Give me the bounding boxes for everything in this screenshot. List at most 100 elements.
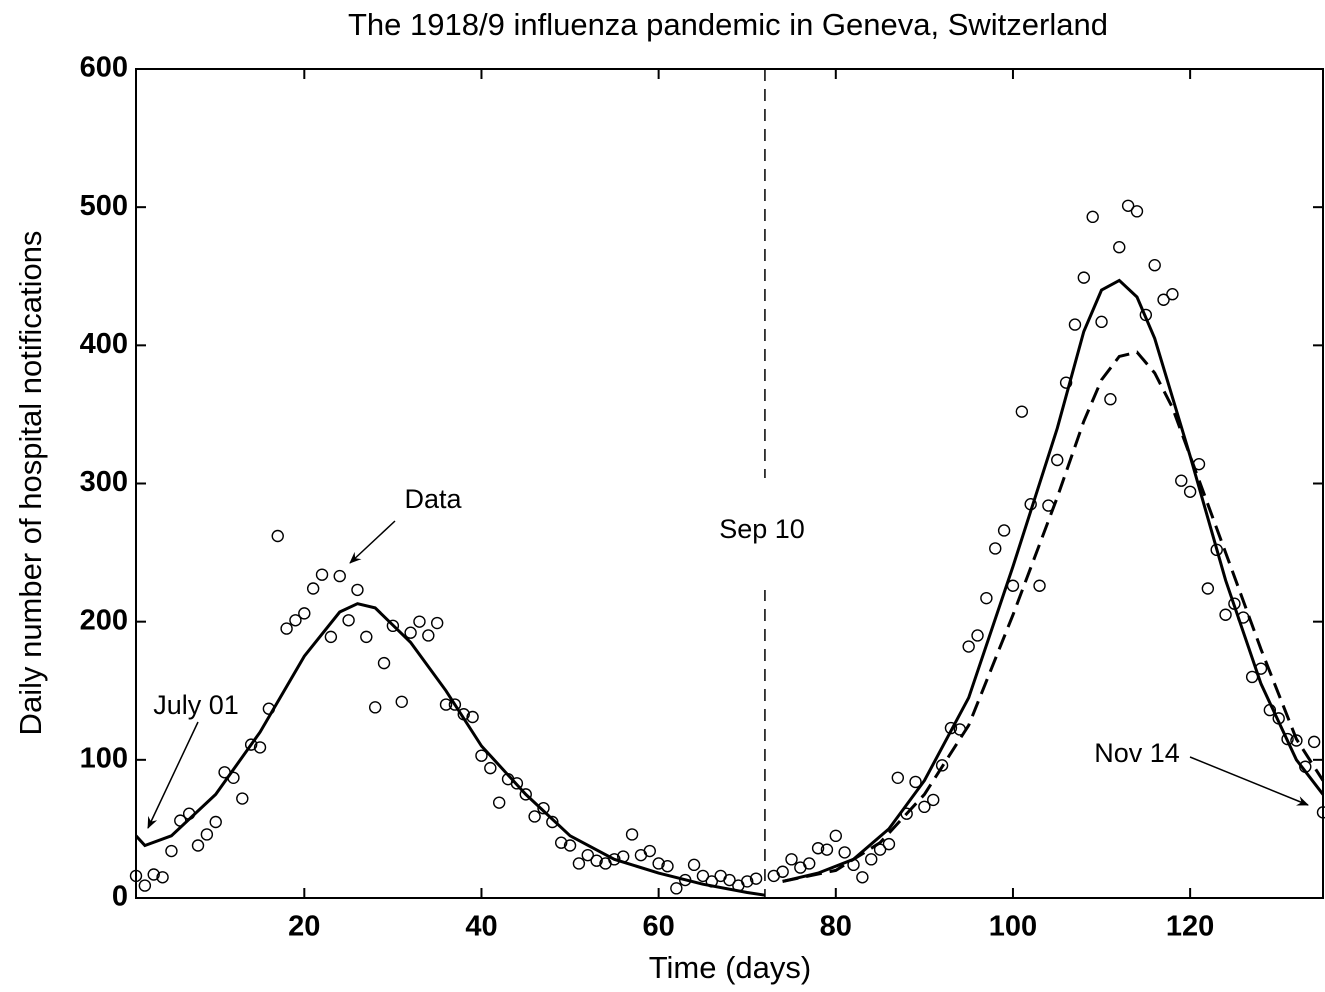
y-tick-label: 600 <box>80 52 128 84</box>
data-point <box>891 771 905 784</box>
data-point <box>165 844 178 858</box>
data-point <box>1228 597 1241 610</box>
data-point <box>687 858 701 872</box>
data-point <box>519 788 532 801</box>
data-point <box>873 843 887 856</box>
data-point <box>838 846 851 859</box>
x-tick-label: 20 <box>288 911 320 943</box>
data-point <box>625 828 639 841</box>
data-point <box>1086 210 1099 224</box>
data-point <box>1237 611 1250 624</box>
data-point <box>1183 485 1197 498</box>
data-point <box>1139 308 1153 322</box>
data-point <box>1042 499 1055 512</box>
data-point <box>430 616 444 630</box>
data-point <box>661 860 674 873</box>
data-point <box>643 844 656 858</box>
data-point <box>138 879 152 892</box>
data-point <box>1033 579 1046 592</box>
data-point <box>749 872 763 885</box>
data-point <box>705 875 718 888</box>
data-point <box>484 761 497 775</box>
data-point <box>315 568 329 581</box>
data-point <box>953 723 967 736</box>
data-point <box>1095 315 1108 329</box>
data-point <box>439 698 453 711</box>
data-point <box>652 857 665 870</box>
data-point <box>448 698 462 711</box>
data-point <box>475 749 488 762</box>
y-tick-label: 300 <box>80 466 128 498</box>
annotation: Data <box>404 484 462 514</box>
data-point <box>492 796 506 809</box>
data-point <box>200 828 214 841</box>
data-point <box>377 656 391 670</box>
data-point <box>865 853 878 866</box>
data-point <box>227 771 240 784</box>
data-point <box>174 814 187 827</box>
data-point <box>333 569 346 583</box>
data-point <box>413 615 426 628</box>
chart-title: The 1918/9 influenza pandemic in Geneva,… <box>348 7 1108 42</box>
data-point <box>563 839 577 852</box>
data-point <box>997 524 1011 537</box>
data-point <box>1015 405 1029 418</box>
data-point <box>1104 393 1117 406</box>
x-tick-label: 100 <box>989 911 1037 943</box>
data-point <box>546 815 559 829</box>
data-point <box>696 869 710 883</box>
data-point <box>1272 712 1285 725</box>
data-point <box>608 853 621 866</box>
data-point <box>324 630 338 644</box>
data-point <box>1316 806 1325 819</box>
data-point <box>271 529 284 543</box>
y-tick-label: 400 <box>80 328 128 360</box>
data-point <box>1192 457 1206 471</box>
data-point <box>236 792 249 805</box>
data-point <box>298 607 311 620</box>
data-point <box>147 868 160 881</box>
data-point <box>209 815 222 829</box>
data-point <box>962 640 975 653</box>
x-axis-label: Time (days) <box>649 950 811 985</box>
x-tick-label: 40 <box>465 911 497 943</box>
data-point <box>847 858 860 872</box>
y-tick-label: 100 <box>80 742 128 774</box>
annotation: Nov 14 <box>1094 738 1180 768</box>
data-point <box>156 871 169 884</box>
data-point <box>182 807 196 820</box>
data-point <box>386 619 400 633</box>
data-point <box>776 865 789 878</box>
model-fit <box>134 602 766 897</box>
data-point <box>590 854 603 867</box>
data-point <box>1059 376 1073 389</box>
data-point <box>856 871 869 884</box>
data-point <box>1077 271 1091 284</box>
data-point <box>1210 543 1223 557</box>
data-point <box>989 542 1002 555</box>
y-tick-label: 0 <box>112 881 128 913</box>
data-point <box>1113 241 1126 254</box>
model-fit-dashed <box>782 350 1325 883</box>
data-point <box>280 622 293 635</box>
data-point <box>1175 474 1188 487</box>
model-fit <box>782 278 1325 883</box>
data-point <box>944 721 958 735</box>
data-point <box>882 837 896 851</box>
data-point <box>785 853 798 866</box>
data-point <box>572 857 586 870</box>
y-axis-label: Daily number of hospital notifications <box>13 231 48 736</box>
data-point <box>351 583 364 597</box>
annotation-arrow <box>147 721 199 829</box>
data-point <box>1263 703 1277 717</box>
data-point <box>909 775 922 789</box>
data-point <box>811 842 825 855</box>
data-point <box>820 843 834 856</box>
data-point <box>360 630 373 644</box>
data-point <box>422 629 435 642</box>
annotation-arrow <box>349 520 396 564</box>
data-point <box>1148 258 1161 272</box>
data-point <box>971 629 984 642</box>
data-point <box>1051 453 1064 467</box>
